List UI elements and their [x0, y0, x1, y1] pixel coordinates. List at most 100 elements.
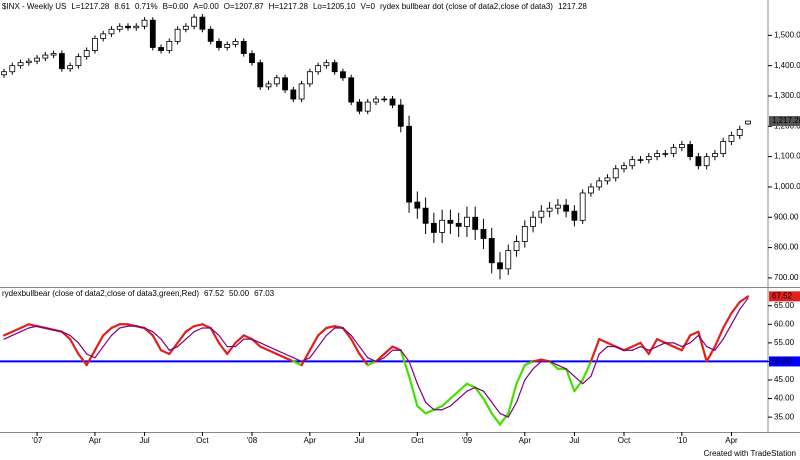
candle-body	[389, 98, 396, 106]
candle-body	[191, 16, 198, 27]
candle-body	[720, 141, 727, 154]
candle-body	[249, 53, 255, 64]
indicator-segment	[19, 327, 30, 333]
indicator-segment	[615, 345, 625, 351]
y-tick-label: 65.00	[774, 301, 795, 310]
indicator-segment	[631, 345, 642, 351]
candle-body	[563, 204, 570, 212]
candle-body	[488, 238, 495, 264]
indicator-segment	[176, 330, 187, 344]
y-tick-label: 1,500.00	[774, 30, 800, 39]
candle-body	[414, 201, 421, 209]
readout: B=0.00	[163, 2, 189, 11]
indicator-segment	[309, 345, 319, 359]
candle-body	[224, 44, 231, 48]
indicator-segment	[490, 412, 502, 426]
indicator-segment	[152, 331, 162, 340]
y-tick-label: 700.00	[774, 273, 799, 282]
candle-body	[108, 28, 115, 35]
candle-body	[678, 144, 685, 148]
indicator-segment	[93, 334, 105, 352]
indicator-segment	[499, 412, 509, 418]
candle-body	[687, 144, 694, 158]
indicator-segment	[515, 379, 526, 403]
indicator-segment	[722, 323, 733, 340]
indicator-segment	[639, 345, 650, 351]
candle-body	[232, 41, 239, 45]
y-tick-label: 60.00	[774, 319, 795, 328]
indicator-segment	[159, 349, 171, 356]
indicator-segment	[697, 334, 708, 348]
candle-body	[712, 153, 718, 158]
candle-body	[356, 101, 363, 112]
indicator-segment	[581, 360, 593, 382]
candle-body	[174, 28, 181, 42]
indicator-segment	[598, 338, 609, 344]
candle-body	[505, 250, 512, 270]
candle-body	[373, 98, 379, 103]
candle-body	[439, 219, 446, 233]
candle-body	[381, 98, 388, 101]
candle-body	[654, 153, 660, 158]
indicator-segment	[391, 345, 402, 352]
candle-body	[75, 56, 82, 67]
candle-body	[257, 62, 264, 88]
candle-body	[340, 71, 346, 79]
indicator-segment	[317, 326, 328, 337]
indicator-segment	[242, 334, 254, 341]
x-tick-label: '08	[247, 436, 258, 445]
indicator-segment	[300, 349, 311, 367]
candle-body	[497, 262, 503, 270]
candle-body	[579, 192, 586, 221]
indicator-segment	[482, 397, 493, 415]
indicator-segment	[474, 386, 485, 392]
indicator-segment	[234, 338, 245, 348]
end-label-box	[769, 291, 800, 302]
indicator-segment	[425, 401, 435, 411]
y-tick-label: 45.00	[774, 375, 795, 384]
indicator-segment	[449, 390, 460, 400]
indicator-segment	[317, 334, 327, 348]
candle-body	[306, 71, 313, 85]
indicator-segment	[383, 349, 394, 359]
candle-body	[513, 241, 520, 252]
candle-body	[133, 25, 140, 29]
candle-body	[538, 210, 545, 218]
readout: L=1217.28	[71, 2, 110, 11]
indicator-segment	[730, 308, 741, 325]
indicator-segment	[185, 331, 195, 340]
indicator-segment	[399, 349, 411, 378]
indicator-segment	[738, 295, 750, 304]
readout: rydex bullbear dot (close of data2,close…	[380, 2, 553, 11]
indicator-segment	[110, 327, 121, 337]
candle-body	[273, 77, 280, 85]
indicator-segment	[102, 334, 113, 348]
candle-body	[67, 65, 74, 70]
candle-body	[588, 186, 594, 194]
candle-body	[100, 33, 107, 39]
indicator-segment	[259, 342, 270, 348]
indicator-segment	[69, 334, 80, 344]
x-tick-label: Jul	[139, 436, 149, 445]
indicator-segment	[573, 375, 584, 385]
candle-body	[166, 41, 173, 51]
indicator-segment	[283, 356, 295, 363]
indicator-segment	[292, 360, 303, 367]
candle-body	[447, 219, 454, 224]
candle-body	[464, 216, 470, 227]
indicator-segment	[408, 360, 418, 385]
candle-body	[455, 222, 462, 227]
indicator-segment	[432, 404, 444, 411]
indicator-segment	[648, 345, 658, 351]
candle-body	[530, 216, 536, 227]
indicator-segment	[706, 345, 716, 351]
indicator-segment	[523, 360, 535, 367]
candle-body	[83, 50, 90, 57]
indicator-segment	[664, 341, 675, 348]
readout: A=0.00	[193, 2, 219, 11]
indicator-segment	[201, 323, 212, 330]
candle-body	[397, 104, 404, 127]
candle-body	[149, 19, 156, 48]
candle-body	[116, 25, 123, 30]
